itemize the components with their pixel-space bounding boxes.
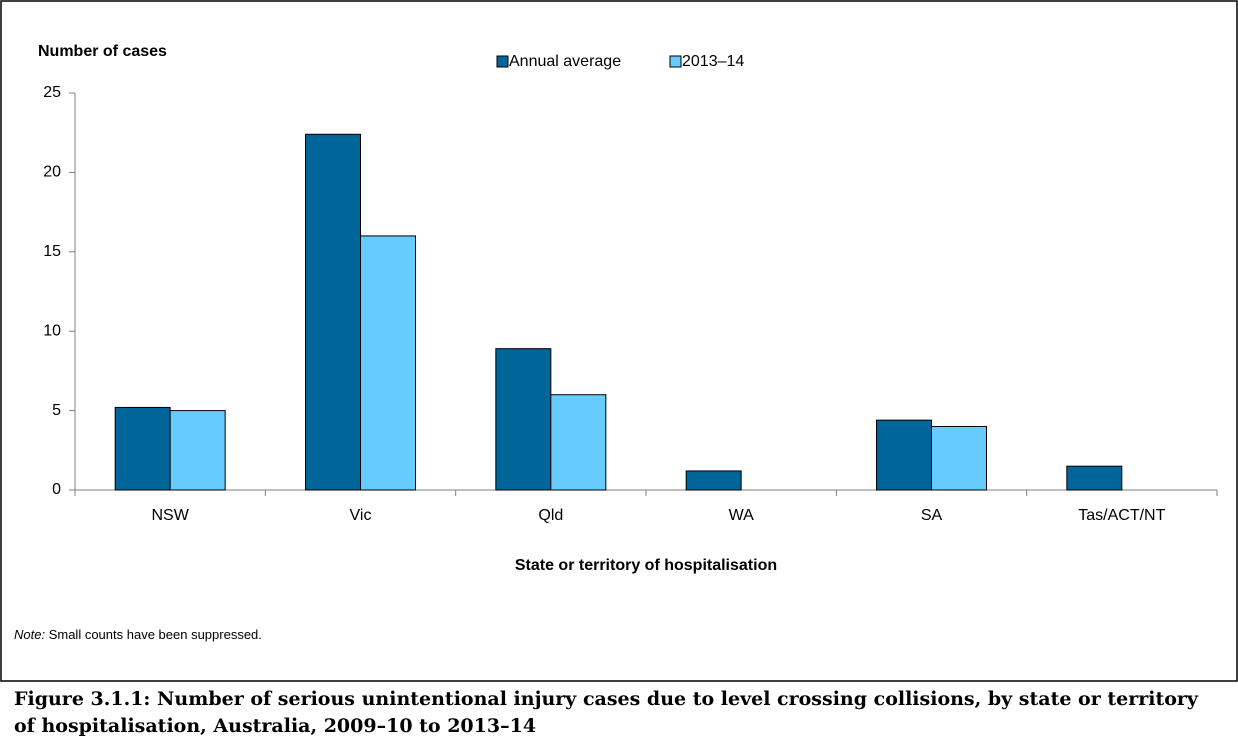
note-text: Small counts have been suppressed. xyxy=(48,627,262,642)
x-tick-label: Vic xyxy=(350,507,372,524)
frame xyxy=(0,0,1238,682)
y-tick-label: 15 xyxy=(43,243,61,260)
x-tick-label: SA xyxy=(921,507,943,524)
y-tick-label: 25 xyxy=(43,84,61,101)
bar xyxy=(876,419,932,491)
legend-label: 2013–14 xyxy=(682,53,744,70)
bar xyxy=(305,133,361,491)
bar xyxy=(360,235,416,491)
bar xyxy=(114,406,171,491)
x-axis-label: State or territory of hospitalisation xyxy=(515,557,777,574)
bar xyxy=(685,470,742,491)
legend-swatch xyxy=(669,55,682,68)
y-tick-label: 20 xyxy=(43,164,61,181)
caption: Figure 3.1.1: Number of serious unintent… xyxy=(14,688,1198,737)
legend-label: Annual average xyxy=(509,53,621,70)
note: Note: Small counts have been suppressed. xyxy=(14,627,262,642)
y-tick-label: 5 xyxy=(52,402,61,419)
x-tick-label: Tas/ACT/NT xyxy=(1078,507,1165,524)
bar xyxy=(495,348,552,491)
bar xyxy=(931,425,987,491)
legend-swatch xyxy=(496,55,509,68)
x-tick-label: WA xyxy=(729,507,755,524)
bar xyxy=(550,394,607,491)
note-label: Note: xyxy=(14,627,46,642)
y-tick-label: 10 xyxy=(43,322,61,339)
x-tick-label: Qld xyxy=(538,507,563,524)
bar xyxy=(1066,465,1123,491)
x-tick-label: NSW xyxy=(152,507,190,524)
y-axis-label: Number of cases xyxy=(38,43,167,60)
y-tick-label: 0 xyxy=(52,481,61,498)
bar xyxy=(169,410,226,491)
